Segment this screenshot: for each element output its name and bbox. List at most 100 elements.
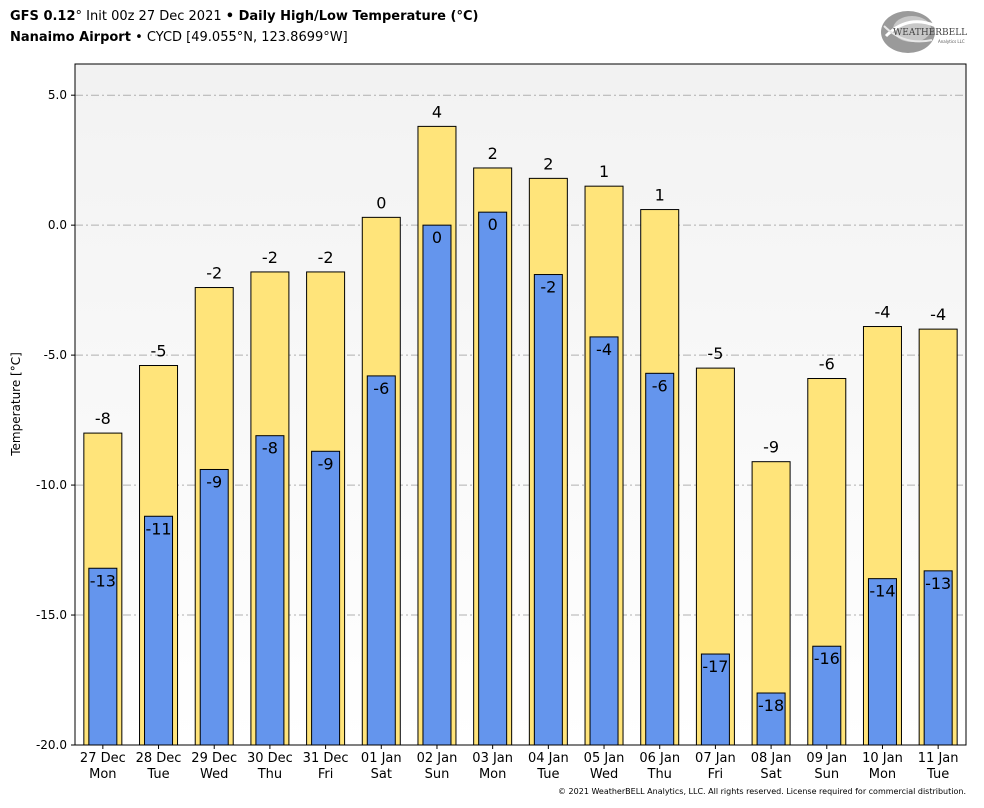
high-value-label: -9 [763, 438, 779, 457]
x-tick-date: 03 Jan [472, 751, 513, 766]
high-value-label: -5 [707, 344, 723, 363]
low-value-label: -9 [318, 454, 334, 473]
header-line-1: GFS 0.12° Init 00z 27 Dec 2021 • Daily H… [10, 6, 478, 27]
x-tick-date: 04 Jan [528, 751, 569, 766]
low-bar [478, 211, 508, 746]
low-bar [88, 567, 118, 746]
station-code: CYCD [49.055°N, 123.8699°W] [146, 30, 348, 45]
low-value-label: -6 [652, 376, 668, 395]
low-bar [366, 375, 396, 746]
low-bar [923, 570, 953, 746]
low-value-label: -14 [869, 582, 895, 601]
x-tick-day: Sat [371, 767, 392, 782]
low-value-label: -2 [540, 278, 556, 297]
x-tick-day: Thu [257, 767, 282, 782]
logo-subtext: Analytics LLC [938, 39, 965, 44]
high-value-label: 1 [599, 162, 609, 181]
chart-title: Daily High/Low Temperature ( [234, 9, 457, 24]
high-value-label: -2 [262, 248, 278, 267]
low-value-label: 0 [432, 228, 442, 247]
x-tick-date: 10 Jan [862, 751, 903, 766]
x-tick-day: Fri [318, 767, 334, 782]
degree-mark: ° [75, 9, 83, 24]
low-value-label: -6 [373, 379, 389, 398]
x-tick-date: 30 Dec [247, 751, 293, 766]
low-value-label: -8 [262, 439, 278, 458]
low-bar [867, 578, 897, 746]
x-tick-date: 27 Dec [80, 751, 126, 766]
low-bar [812, 645, 842, 746]
x-tick-day: Sun [814, 767, 839, 782]
station-name: Nanaimo Airport [10, 30, 131, 45]
x-tick-date: 31 Dec [303, 751, 349, 766]
high-value-label: -2 [318, 248, 334, 267]
low-bar [144, 515, 174, 746]
low-bar [422, 224, 452, 746]
weatherbell-logo: WEATHERBELL Analytics LLC [881, 11, 967, 53]
high-value-label: -4 [930, 305, 946, 324]
high-value-label: -2 [206, 264, 222, 283]
x-tick-date: 28 Dec [136, 751, 182, 766]
x-tick-day: Mon [89, 767, 116, 782]
x-tick-date: 05 Jan [584, 751, 625, 766]
high-value-label: 2 [543, 154, 553, 173]
copyright-footer: © 2021 WeatherBELL Analytics, LLC. All r… [558, 787, 966, 796]
low-bar [311, 450, 341, 746]
low-value-label: -17 [702, 657, 728, 676]
x-tick-day: Tue [146, 767, 169, 782]
low-value-label: -16 [814, 649, 840, 668]
low-value-label: -18 [758, 696, 784, 715]
x-tick-date: 02 Jan [417, 751, 458, 766]
low-bar [645, 372, 675, 746]
plot-frame [74, 63, 967, 746]
x-tick-day: Tue [536, 767, 559, 782]
x-tick-day: Thu [647, 767, 672, 782]
low-value-label: -13 [90, 571, 116, 590]
high-value-label: -8 [95, 409, 111, 428]
x-tick-date: 07 Jan [695, 751, 736, 766]
x-tick-date: 11 Jan [918, 751, 959, 766]
init-time: Init 00z 27 Dec 2021 [82, 9, 226, 24]
x-tick-day: Mon [479, 767, 506, 782]
high-value-label: 2 [488, 144, 498, 163]
x-tick-day: Mon [869, 767, 896, 782]
y-tick-label: 0.0 [48, 218, 67, 232]
low-bar [756, 692, 786, 746]
high-value-label: -5 [151, 342, 167, 361]
x-tick-date: 08 Jan [751, 751, 792, 766]
bullet: • [225, 9, 235, 24]
low-bar [533, 274, 563, 746]
high-value-label: 4 [432, 102, 442, 121]
header-line-2: Nanaimo Airport • CYCD [49.055°N, 123.86… [10, 27, 478, 48]
weatherbell-swirl-logo-icon [881, 11, 937, 53]
high-value-label: -4 [874, 303, 890, 322]
chart-header: GFS 0.12° Init 00z 27 Dec 2021 • Daily H… [10, 6, 478, 48]
y-tick-label: 5.0 [48, 88, 67, 102]
low-value-label: -9 [206, 472, 222, 491]
high-value-label: -6 [819, 355, 835, 374]
low-bar [589, 336, 619, 746]
logo-text: WEATHERBELL [893, 28, 967, 38]
x-tick-date: 29 Dec [191, 751, 237, 766]
x-tick-day: Wed [200, 767, 228, 782]
high-value-label: 0 [376, 193, 386, 212]
model-name: GFS 0.12 [10, 9, 76, 24]
low-value-label: 0 [488, 215, 498, 234]
x-tick-day: Sun [425, 767, 450, 782]
y-tick-label: -5.0 [44, 348, 67, 362]
y-tick-label: -10.0 [36, 478, 67, 492]
low-bar [700, 653, 730, 746]
low-value-label: -13 [925, 574, 951, 593]
bullet-2: • [130, 30, 147, 45]
low-bar [199, 468, 229, 746]
x-tick-date: 09 Jan [806, 751, 847, 766]
low-value-label: -11 [145, 519, 171, 538]
x-tick-date: 06 Jan [639, 751, 680, 766]
low-value-label: -4 [596, 340, 612, 359]
x-tick-day: Sat [760, 767, 781, 782]
y-tick-label: -15.0 [36, 608, 67, 622]
low-bar [255, 435, 285, 746]
y-tick-label: -20.0 [36, 738, 67, 752]
x-tick-day: Fri [708, 767, 724, 782]
